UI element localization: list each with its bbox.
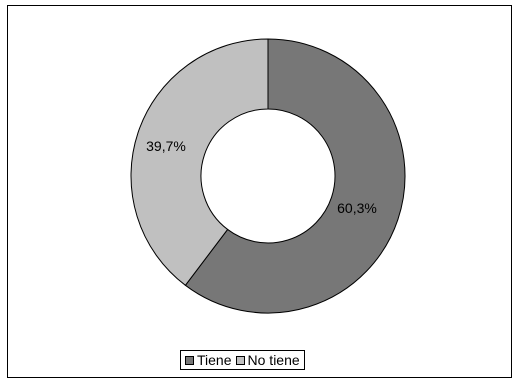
legend-label-no-tiene: No tiene [247,352,300,368]
donut-segment-tiene [184,38,406,314]
legend-swatch-no-tiene [235,355,245,365]
legend-item-tiene: Tiene [185,352,232,368]
donut-segment-no-tiene [130,38,269,286]
data-label-tiene: 60,3% [337,200,377,216]
legend-item-no-tiene: No tiene [235,352,300,368]
chart-legend: Tiene No tiene [180,350,305,370]
data-label-no-tiene: 39,7% [146,138,186,154]
legend-label-tiene: Tiene [197,352,232,368]
legend-swatch-tiene [185,355,194,365]
